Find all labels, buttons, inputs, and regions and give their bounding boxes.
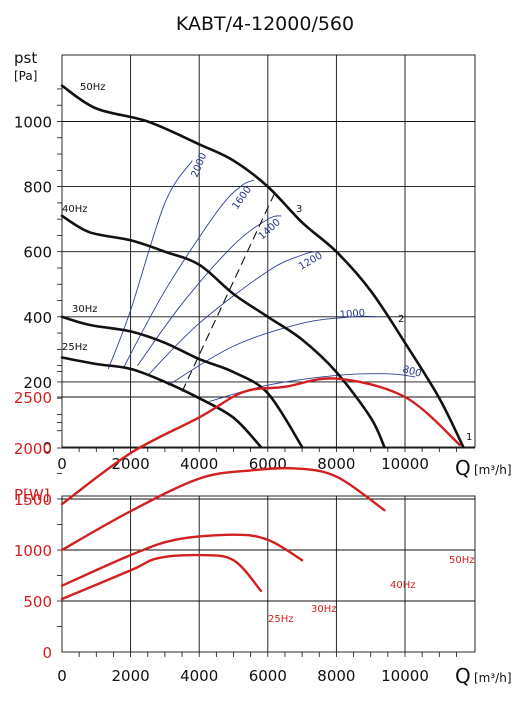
bottom-x-tick-label: 2000 (112, 667, 150, 685)
bottom-y-tick-label: 0 (42, 644, 52, 662)
power-curve-label: 40Hz (390, 580, 416, 591)
top-y-tick-label: 800 (23, 179, 52, 197)
bottom-y-tick-label: 1000 (14, 542, 52, 560)
bottom-plot-frame (61, 495, 476, 653)
speed-line-1000 (168, 315, 378, 386)
bottom-x-tick-label: 0 (57, 667, 67, 685)
fan-curve-label: 25Hz (62, 342, 88, 353)
top-y-tick-label: 0 (42, 439, 52, 457)
top-x-tick-label: 2000 (112, 455, 150, 473)
speed-label: 1000 (339, 308, 365, 321)
bottom-x-tick-label: 10000 (381, 667, 429, 685)
operating-point-label: 1 (466, 432, 472, 443)
bottom-x-tick-label: 4000 (180, 667, 218, 685)
system-dashed-line (181, 192, 276, 392)
fan-curve-30Hz (60, 315, 304, 449)
power-curve-label: 50Hz (449, 555, 475, 566)
speed-label: 2000 (190, 151, 210, 179)
fan-curve-40Hz (60, 214, 386, 449)
speed-line-1400 (137, 215, 282, 366)
fan-curve-label: 40Hz (62, 204, 88, 215)
top-y-tick-label: 200 (23, 374, 52, 392)
fan-curve-label: 30Hz (72, 304, 98, 315)
speed-label: 1400 (257, 217, 283, 242)
y-label-bottom: P[W] (14, 486, 50, 504)
operating-point-label: 2 (398, 314, 404, 325)
power-curve-40Hz (60, 466, 386, 552)
bottom-y-tick-label: 2500 (14, 389, 52, 407)
power-curve-label: 25Hz (268, 614, 294, 625)
speed-label: 800 (401, 364, 422, 380)
power-curve-label: 30Hz (311, 604, 337, 615)
fan-curve-25Hz (60, 356, 263, 449)
bottom-y-tick-label: 1500 (14, 491, 52, 509)
fan-curve-50Hz (60, 84, 465, 449)
bottom-x-tick-label: 6000 (249, 667, 287, 685)
top-x-tick-label: 4000 (180, 455, 218, 473)
top-plot-frame (61, 54, 476, 448)
top-x-tick-label: 8000 (317, 455, 355, 473)
x-label-top: Q (455, 456, 471, 480)
x-unit-bottom: [m³/h] (474, 671, 512, 685)
top-y-tick-label: 400 (23, 309, 52, 327)
y-label-top: pst (14, 49, 37, 67)
bottom-y-tick-label: 2000 (14, 440, 52, 458)
speed-label: 1600 (230, 185, 254, 212)
x-label-bottom: Q (455, 664, 471, 688)
top-y-tick-label: 600 (23, 244, 52, 262)
bottom-y-tick-label: 500 (23, 593, 52, 611)
speed-line-2000 (107, 160, 193, 370)
fan-curve-label: 50Hz (80, 82, 106, 93)
y-label-unit: [Pa] (14, 69, 37, 83)
power-curve-30Hz (60, 533, 304, 587)
top-x-tick-label: 10000 (381, 455, 429, 473)
bottom-x-tick-label: 8000 (317, 667, 355, 685)
x-unit-top: [m³/h] (474, 463, 512, 477)
chart-title: KABT/4-12000/560 (176, 13, 354, 35)
power-curve-25Hz (60, 553, 263, 601)
top-x-tick-label: 0 (57, 455, 67, 473)
power-curve-50Hz (60, 377, 462, 506)
operating-point-label: 3 (296, 204, 302, 215)
top-y-tick-label: 1000 (14, 114, 52, 132)
speed-line-1200 (147, 251, 316, 376)
speed-label: 1200 (297, 250, 325, 272)
speed-line-1600 (123, 179, 255, 368)
